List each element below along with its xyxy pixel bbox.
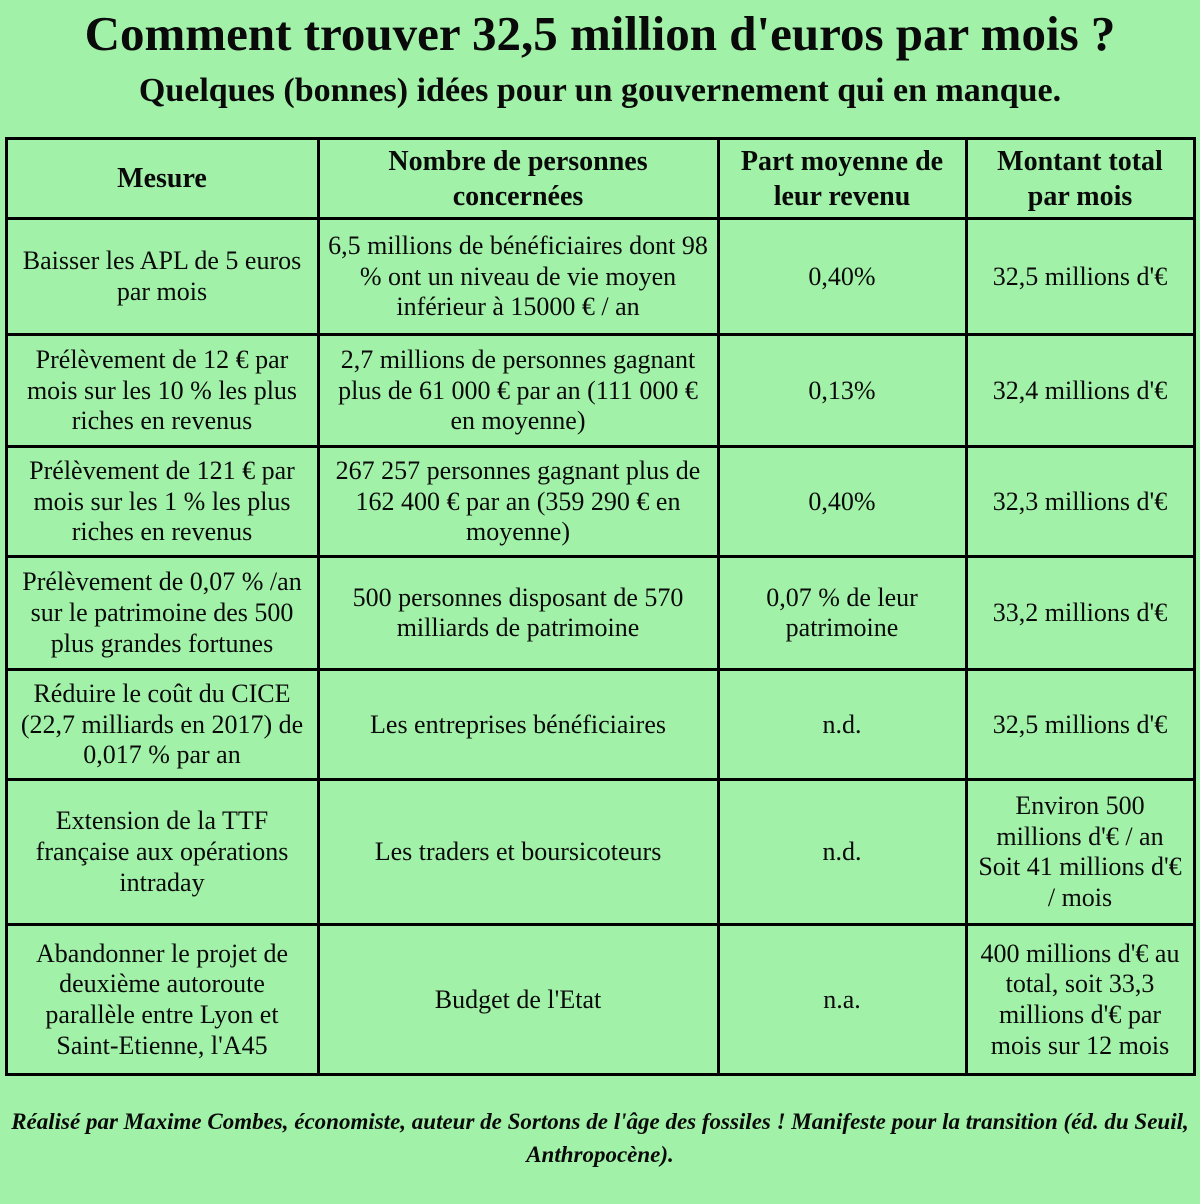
table-header: Mesure Nombre de personnes concernées Pa… <box>4 137 1196 221</box>
cell-personnes: 267 257 personnes gagnant plus de 162 40… <box>316 445 720 559</box>
cell-personnes: 6,5 millions de bénéficiaires dont 98 % … <box>316 217 720 337</box>
cell-montant: 32,3 millions d'€ <box>964 445 1196 559</box>
cell-part-revenu: 0,40% <box>716 217 968 337</box>
table-row: Prélèvement de 121 € par mois sur les 1 … <box>4 445 1196 559</box>
cell-mesure: Baisser les APL de 5 euros par mois <box>4 217 320 337</box>
measures-table: Mesure Nombre de personnes concernées Pa… <box>4 137 1196 1077</box>
infographic-page: { "colors": { "background": "#a2f1a8", "… <box>0 6 1200 1204</box>
cell-part-revenu: n.d. <box>716 668 968 782</box>
cell-part-revenu: n.a. <box>716 923 968 1077</box>
table-row: Prélèvement de 12 € par mois sur les 10 … <box>4 333 1196 449</box>
footer-credit: Réalisé par Maxime Combes, économiste, a… <box>11 1109 1189 1167</box>
table-row: Abandonner le projet de deuxième autorou… <box>4 923 1196 1077</box>
cell-personnes: Les traders et boursicoteurs <box>316 778 720 927</box>
header-row: Mesure Nombre de personnes concernées Pa… <box>4 137 1196 221</box>
cell-mesure: Réduire le coût du CICE (22,7 milliards … <box>4 668 320 782</box>
cell-montant: 32,5 millions d'€ <box>964 217 1196 337</box>
cell-mesure: Extension de la TTF française aux opérat… <box>4 778 320 927</box>
cell-mesure: Abandonner le projet de deuxième autorou… <box>4 923 320 1077</box>
header-cell-personnes: Nombre de personnes concernées <box>316 137 720 221</box>
cell-personnes: 500 personnes disposant de 570 milliards… <box>316 555 720 672</box>
table-body: Baisser les APL de 5 euros par mois 6,5 … <box>4 217 1196 1077</box>
page-subtitle: Quelques (bonnes) idées pour un gouverne… <box>138 72 1062 110</box>
cell-montant: 33,2 millions d'€ <box>964 555 1196 672</box>
cell-montant: 400 millions d'€ au total, soit 33,3 mil… <box>964 923 1196 1077</box>
table-row: Baisser les APL de 5 euros par mois 6,5 … <box>4 217 1196 337</box>
header-cell-part-revenu: Part moyenne de leur revenu <box>716 137 968 221</box>
cell-personnes: Budget de l'Etat <box>316 923 720 1077</box>
cell-mesure: Prélèvement de 12 € par mois sur les 10 … <box>4 333 320 449</box>
cell-personnes: Les entreprises bénéficiaires <box>316 668 720 782</box>
cell-part-revenu: 0,07 % de leur patrimoine <box>716 555 968 672</box>
cell-montant: 32,4 millions d'€ <box>964 333 1196 449</box>
cell-personnes: 2,7 millions de personnes gagnant plus d… <box>316 333 720 449</box>
table-row: Réduire le coût du CICE (22,7 milliards … <box>4 668 1196 782</box>
header-cell-montant: Montant total par mois <box>964 137 1196 221</box>
cell-part-revenu: 0,13% <box>716 333 968 449</box>
table-row: Extension de la TTF française aux opérat… <box>4 778 1196 927</box>
cell-mesure: Prélèvement de 121 € par mois sur les 1 … <box>4 445 320 559</box>
cell-montant: 32,5 millions d'€ <box>964 668 1196 782</box>
page-title: Comment trouver 32,5 million d'euros par… <box>84 6 1116 61</box>
cell-part-revenu: n.d. <box>716 778 968 927</box>
cell-mesure: Prélèvement de 0,07 % /an sur le patrimo… <box>4 555 320 672</box>
header-cell-mesure: Mesure <box>4 137 320 221</box>
cell-part-revenu: 0,40% <box>716 445 968 559</box>
cell-montant: Environ 500 millions d'€ / an Soit 41 mi… <box>964 778 1196 927</box>
table-row: Prélèvement de 0,07 % /an sur le patrimo… <box>4 555 1196 672</box>
